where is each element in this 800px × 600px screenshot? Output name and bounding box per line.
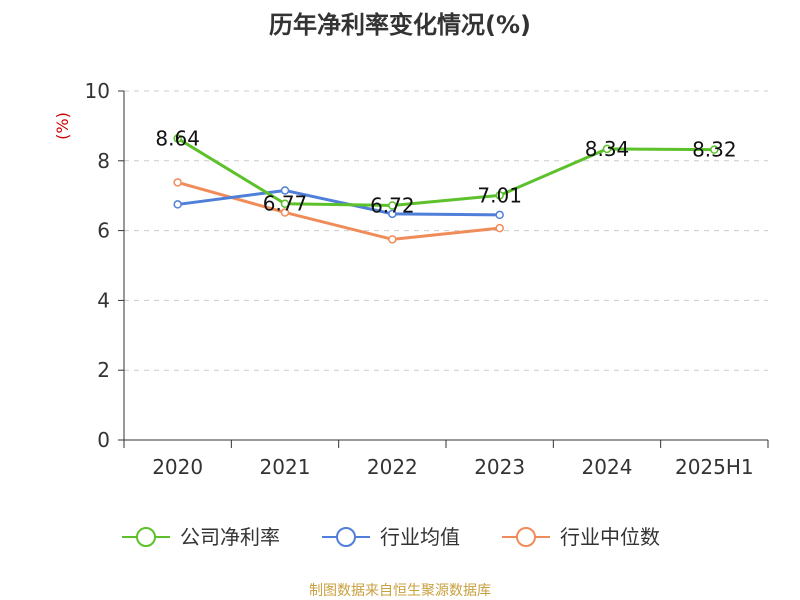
data-point xyxy=(388,201,397,210)
gridlines xyxy=(124,90,768,371)
y-tick-label: 10 xyxy=(85,79,110,103)
x-tick-label: 2023 xyxy=(474,455,525,479)
y-tick-labels: 0 2 4 6 8 10 xyxy=(85,79,110,452)
y-axis-label: (%) xyxy=(53,112,72,140)
data-point xyxy=(280,199,290,208)
data-label: 8.34 xyxy=(585,137,630,161)
source-note: 制图数据来自恒生聚源数据库 xyxy=(309,583,491,599)
legend-label: 行业中位数 xyxy=(560,525,660,549)
legend-marker xyxy=(136,527,156,547)
series-group xyxy=(173,134,719,244)
series-line xyxy=(176,188,502,217)
y-tick-label: 6 xyxy=(97,219,110,243)
y-tick-label: 4 xyxy=(97,288,110,312)
data-point xyxy=(173,134,182,143)
x-tick-labels: 2020 2021 2022 2023 2024 2025H1 xyxy=(152,455,753,479)
chart-title: 历年净利率变化情况(%) xyxy=(269,11,531,39)
x-tick-label: 2020 xyxy=(152,455,203,479)
legend-marker xyxy=(516,527,536,547)
y-tick-label: 0 xyxy=(97,428,110,452)
x-tick-label: 2025H1 xyxy=(675,455,754,479)
data-point xyxy=(173,200,182,209)
data-labels: 8.64 6.77 6.72 7.01 8.34 8.32 xyxy=(155,126,736,217)
data-label: 6.72 xyxy=(370,193,415,217)
data-point xyxy=(495,191,504,200)
data-point xyxy=(495,210,504,220)
series-line xyxy=(176,136,716,207)
axes xyxy=(118,90,769,448)
data-point xyxy=(602,144,612,154)
data-point xyxy=(280,186,290,195)
data-label: 8.64 xyxy=(155,126,200,150)
data-label: 7.01 xyxy=(477,183,522,207)
data-label: 6.77 xyxy=(263,192,308,216)
data-point xyxy=(173,178,182,187)
data-point xyxy=(388,235,397,244)
data-label: 8.32 xyxy=(692,138,737,162)
y-tick-label: 2 xyxy=(97,358,110,382)
legend-label: 行业均值 xyxy=(380,525,460,549)
data-point xyxy=(280,208,290,217)
x-tick-label: 2021 xyxy=(260,455,311,479)
y-tick-label: 8 xyxy=(97,149,110,173)
legend-label: 公司净利率 xyxy=(180,525,280,549)
data-point xyxy=(710,145,719,154)
data-point xyxy=(495,223,504,233)
legend: 公司净利率 行业均值 行业中位数 xyxy=(122,525,660,549)
x-tick-label: 2022 xyxy=(367,455,418,479)
data-point xyxy=(388,209,397,219)
legend-marker xyxy=(336,527,356,547)
x-tick-label: 2024 xyxy=(582,455,633,479)
